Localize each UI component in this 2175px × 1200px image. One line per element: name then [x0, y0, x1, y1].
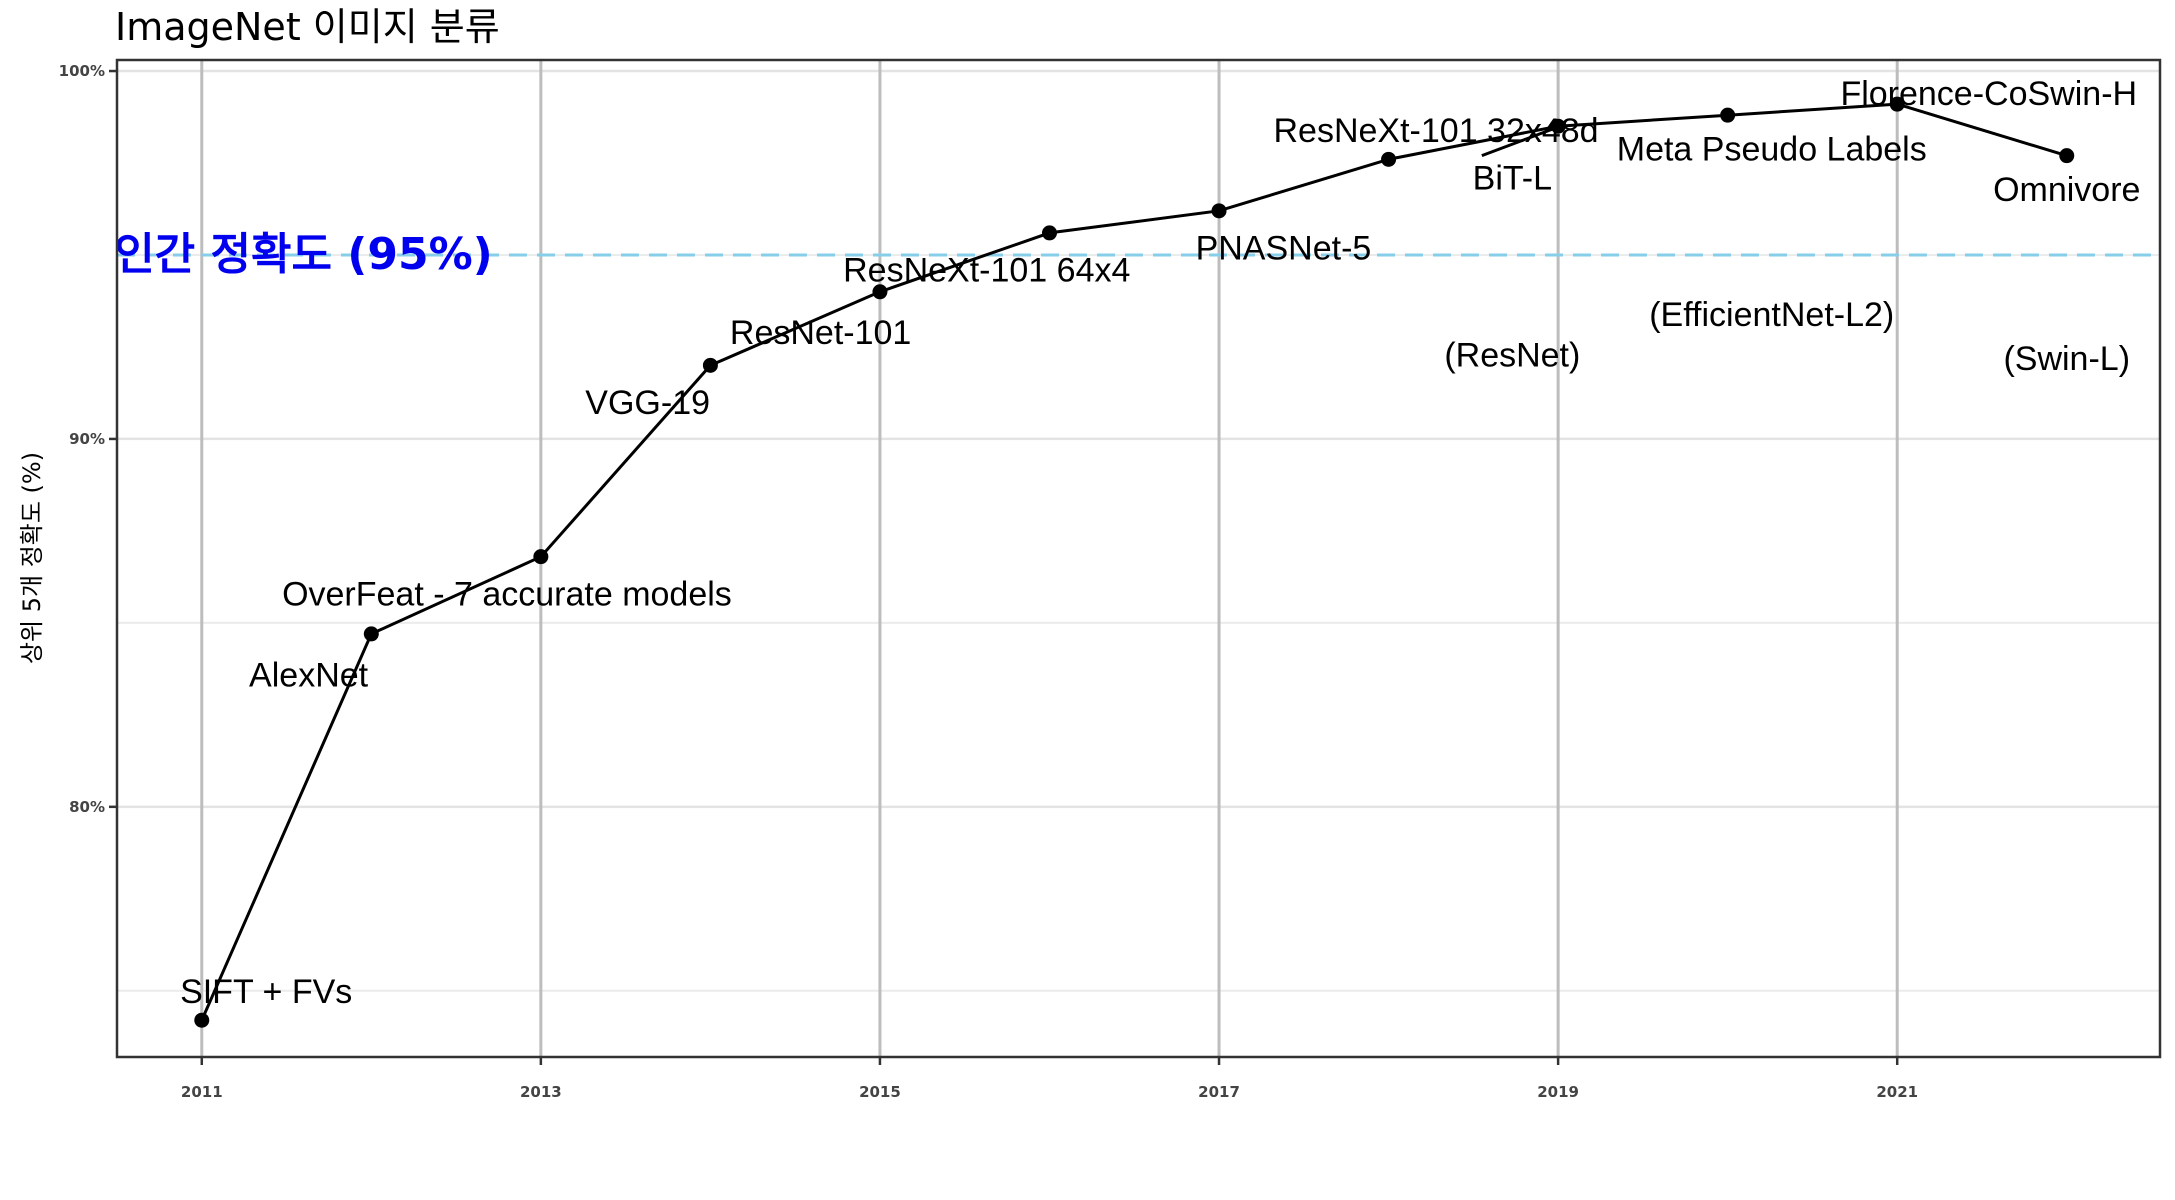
x-tick-label: 2021 [1876, 1083, 1918, 1101]
annotation-label: OverFeat - 7 accurate models [282, 575, 732, 613]
data-point [1550, 118, 1566, 134]
chart-title: ImageNet 이미지 분류 [115, 5, 500, 49]
y-axis-label: 상위 5개 정확도 (%) [18, 452, 46, 664]
annotation-label: (EfficientNet-L2) [1649, 296, 1894, 334]
y-tick-label: 90% [69, 430, 105, 448]
data-point [2059, 148, 2075, 164]
x-tick-label: 2017 [1198, 1083, 1240, 1101]
annotations: SIFT + FVs AlexNet OverFeat - 7 accurate m… [180, 75, 2140, 1011]
annotation-label: VGG-19 [585, 384, 710, 422]
data-point [533, 549, 549, 565]
y-tick-label: 80% [69, 798, 105, 816]
data-point [194, 1012, 210, 1028]
panel-border [115, 58, 2162, 1059]
annotation-label: AlexNet [249, 656, 369, 694]
axes: 80% 90% 100% 2011 2013 2015 2017 2019 2021 [59, 58, 2162, 1101]
data-point [1041, 225, 1057, 241]
annotation-label: PNASNet-5 [1196, 230, 1372, 268]
data-points [194, 96, 2075, 1028]
reference-line: 인간 정확도 (95%) [114, 229, 2160, 280]
annotation-label: ResNeXt-101 64x4 [843, 252, 1130, 290]
data-point [1211, 203, 1227, 219]
series-path [200, 102, 2068, 1021]
annotation-label: ResNet-101 [730, 314, 911, 352]
x-tick-label: 2011 [181, 1083, 223, 1101]
series-line [200, 102, 2068, 1021]
data-point [702, 357, 718, 373]
x-tick-label: 2019 [1537, 1083, 1579, 1101]
annotation-label: ResNeXt-101 32x48d [1274, 112, 1599, 150]
annotation-label: (Swin-L) [2003, 340, 2130, 378]
data-point [1381, 151, 1397, 167]
data-point [1720, 107, 1736, 123]
data-point [363, 626, 379, 642]
data-point [1889, 96, 1905, 112]
annotation-label: SIFT + FVs [180, 973, 352, 1011]
annotation-label: Florence-CoSwin-H [1840, 75, 2137, 113]
reference-line-label: 인간 정확도 (95%) [114, 229, 493, 280]
grid [117, 60, 2160, 1057]
data-point [872, 284, 888, 300]
annotation-label: BiT-L [1473, 160, 1552, 198]
annotation-label: Meta Pseudo Labels [1617, 130, 1927, 168]
annotation-label: (ResNet) [1444, 336, 1580, 374]
x-tick-label: 2015 [859, 1083, 901, 1101]
leader-line [1481, 127, 1553, 158]
y-tick-label: 100% [59, 62, 105, 80]
annotation-label: Omnivore [1993, 171, 2140, 209]
x-tick-label: 2013 [520, 1083, 562, 1101]
